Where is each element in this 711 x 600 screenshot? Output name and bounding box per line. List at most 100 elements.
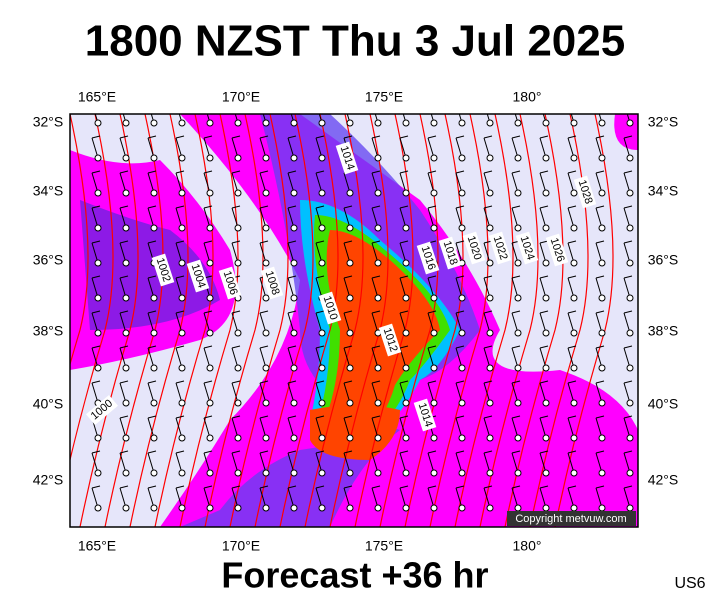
isobar	[229, 114, 289, 527]
station	[598, 154, 606, 162]
station	[402, 154, 410, 162]
isobar-label-bg	[545, 233, 569, 267]
barb-flag	[539, 450, 549, 454]
barb-flag	[371, 450, 381, 454]
barb-flag	[315, 170, 325, 174]
station	[262, 469, 270, 477]
station	[374, 294, 382, 302]
station	[486, 294, 494, 302]
station	[206, 224, 214, 232]
station	[122, 504, 130, 512]
barb-flag	[539, 205, 549, 209]
barb-flag	[91, 345, 101, 349]
barb-flag	[595, 345, 605, 349]
barb-flag	[91, 450, 101, 454]
isobar-label-group: 1014	[335, 141, 359, 175]
barb-flag	[595, 485, 605, 489]
station	[234, 329, 242, 337]
station	[626, 189, 634, 197]
barb-flag	[231, 380, 241, 384]
barb-flag	[483, 450, 493, 454]
barb-flag	[203, 170, 213, 174]
station	[94, 224, 102, 232]
isobar-label-bg	[218, 266, 242, 300]
station	[374, 224, 382, 232]
barb-flag	[623, 415, 633, 419]
station	[402, 119, 410, 127]
barb-flag	[399, 205, 409, 209]
barb-flag	[343, 450, 353, 454]
isobar-label-bg	[378, 323, 402, 357]
barb-flag	[567, 205, 577, 209]
station	[458, 399, 466, 407]
barb-flag	[427, 275, 437, 279]
barb-flag	[120, 101, 128, 103]
station	[178, 434, 186, 442]
station	[458, 504, 466, 512]
station	[542, 364, 550, 372]
station	[318, 119, 326, 127]
station	[262, 294, 270, 302]
model-code: US6	[674, 575, 705, 592]
barb-flag	[483, 380, 493, 384]
station	[598, 259, 606, 267]
isobar-label-group: 1002	[151, 253, 175, 287]
station	[122, 294, 130, 302]
barb-flag	[623, 310, 633, 314]
barb-flag	[315, 310, 325, 314]
station	[290, 469, 298, 477]
barb-flag	[399, 450, 409, 454]
barb-flag	[203, 450, 213, 454]
station	[346, 119, 354, 127]
station	[150, 504, 158, 512]
barb-flag	[91, 205, 101, 209]
station	[514, 119, 522, 127]
station	[206, 259, 214, 267]
station	[94, 259, 102, 267]
station	[514, 434, 522, 442]
station	[374, 399, 382, 407]
station	[430, 189, 438, 197]
barb-flag	[483, 310, 493, 314]
copyright: Copyright metvuw.com	[515, 513, 626, 525]
station	[430, 224, 438, 232]
barb-flag	[91, 275, 101, 279]
station	[486, 469, 494, 477]
barb-flag	[231, 450, 241, 454]
station	[626, 364, 634, 372]
station	[206, 294, 214, 302]
barb-flag	[288, 101, 296, 103]
barb-flag	[147, 415, 157, 419]
barb-flag	[147, 135, 157, 139]
barb-flag	[203, 310, 213, 314]
barb-flag	[595, 275, 605, 279]
barb-flag	[315, 275, 325, 279]
barb-flag	[511, 135, 521, 139]
station	[486, 259, 494, 267]
station	[178, 399, 186, 407]
wind-barbs	[91, 101, 634, 512]
station	[598, 189, 606, 197]
barb-flag	[595, 170, 605, 174]
station	[318, 259, 326, 267]
barb-flag	[91, 170, 101, 174]
isobar-label-group: 1028	[573, 175, 597, 209]
station	[570, 154, 578, 162]
station	[290, 189, 298, 197]
station	[486, 119, 494, 127]
barb-flag	[511, 415, 521, 419]
lat-label-left: 32°S	[33, 114, 64, 130]
station	[542, 294, 550, 302]
barb-flag	[539, 170, 549, 174]
barb-flag	[259, 345, 269, 349]
station	[150, 294, 158, 302]
barb-flag	[483, 170, 493, 174]
isobar-label-group: 1018	[438, 236, 462, 270]
barb-flag	[119, 380, 129, 384]
station	[206, 504, 214, 512]
station	[598, 294, 606, 302]
barb-flag	[231, 310, 241, 314]
barb-flag	[343, 310, 353, 314]
barb-flag	[455, 345, 465, 349]
barb-flag	[595, 240, 605, 244]
